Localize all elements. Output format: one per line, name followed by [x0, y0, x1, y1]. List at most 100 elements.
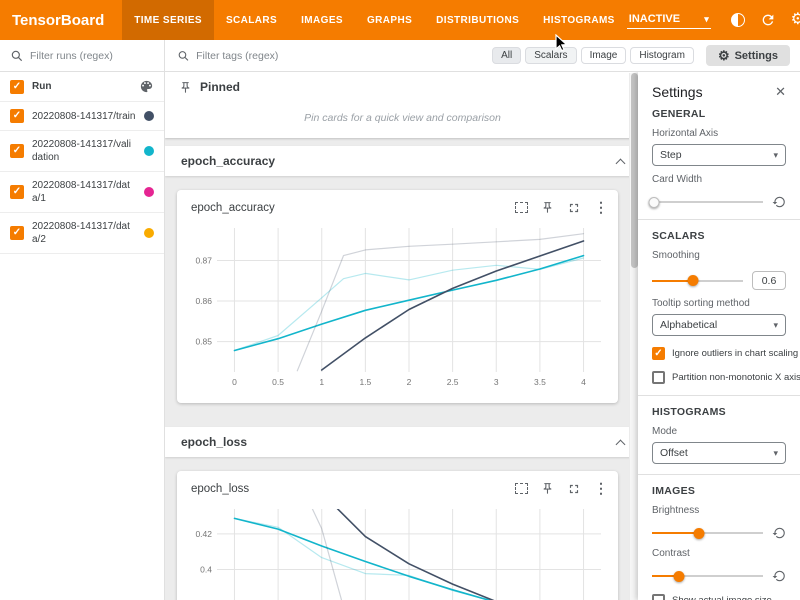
- section-title: epoch_accuracy: [181, 154, 276, 168]
- data-selection-icon[interactable]: [515, 483, 528, 494]
- tags-toolbar: All Scalars Image Histogram ⚙ Settings: [165, 40, 800, 72]
- run-color-dot: [144, 228, 154, 238]
- show-actual-size-checkbox[interactable]: ✓: [652, 594, 665, 600]
- epoch-accuracy-chart[interactable]: 0 0.5 1 1.5 2 2.5 3 3.5 4 0.85 0.86 0.87: [185, 220, 611, 390]
- settings-panel-header: Settings ✕: [652, 84, 786, 100]
- scalars-heading: SCALARS: [652, 230, 705, 242]
- run-color-dot: [144, 146, 154, 156]
- section-epoch-accuracy: epoch_accuracy epoch_accuracy ⋮: [165, 146, 640, 419]
- slider-knob[interactable]: [687, 275, 699, 286]
- contrast-slider[interactable]: [652, 570, 763, 582]
- chip-all[interactable]: All: [492, 47, 522, 64]
- tab-graphs[interactable]: GRAPHS: [366, 14, 413, 26]
- run-name: 20220808-141317/data/2: [32, 221, 130, 245]
- pin-card-icon[interactable]: [541, 201, 554, 214]
- run-checkbox[interactable]: ✓: [10, 109, 24, 123]
- pinned-title: Pinned: [200, 80, 241, 94]
- app-header: TensorBoard TIME SERIES SCALARS IMAGES G…: [0, 0, 800, 40]
- chip-scalars[interactable]: Scalars: [525, 47, 577, 64]
- chip-image[interactable]: Image: [580, 47, 627, 64]
- chip-histogram[interactable]: Histogram: [630, 47, 694, 64]
- close-icon[interactable]: ✕: [775, 84, 786, 99]
- histograms-heading: HISTOGRAMS: [652, 406, 726, 418]
- collapse-chevron-icon[interactable]: [615, 439, 626, 449]
- global-settings-button[interactable]: ⚙: [787, 9, 800, 31]
- refresh-button[interactable]: [757, 9, 779, 31]
- card-width-slider[interactable]: [648, 196, 763, 208]
- histogram-mode-select[interactable]: Offset ▾: [652, 442, 786, 464]
- history-reset-icon: [772, 196, 785, 208]
- tab-time-series[interactable]: TIME SERIES: [122, 0, 214, 40]
- open-settings-button[interactable]: ⚙ Settings: [705, 45, 790, 66]
- tooltip-sorting-select[interactable]: Alphabetical ▾: [652, 314, 786, 336]
- run-color-palette-button[interactable]: [139, 79, 154, 94]
- pin-card-icon[interactable]: [541, 482, 554, 495]
- scalar-card-epoch-accuracy: epoch_accuracy ⋮ 0 0.5 1 1.5 2 2.5 3 3.5 4 0.85 0.…: [177, 190, 618, 403]
- run-row-data-2[interactable]: ✓ 20220808-141317/data/2: [0, 213, 164, 254]
- reset-brightness-button[interactable]: [772, 526, 786, 540]
- general-heading: GENERAL: [652, 108, 706, 120]
- svg-text:4: 4: [581, 377, 586, 387]
- reload-status-select[interactable]: INACTIVE ▾: [626, 11, 711, 29]
- card-actions: ⋮: [515, 480, 608, 497]
- ignore-outliers-checkbox[interactable]: ✓: [652, 347, 665, 360]
- smoothing-value-input[interactable]: [752, 271, 786, 290]
- partition-x-axis-label: Partition non-monotonic X axis: [672, 372, 800, 383]
- tab-histograms[interactable]: HISTOGRAMS: [543, 14, 615, 26]
- pinned-header[interactable]: Pinned: [165, 72, 640, 102]
- fullscreen-icon[interactable]: [567, 201, 581, 215]
- select-all-runs-checkbox[interactable]: ✓: [10, 79, 24, 94]
- card-title: epoch_accuracy: [191, 201, 275, 214]
- card-title: epoch_loss: [191, 482, 250, 495]
- pin-icon: [179, 81, 192, 94]
- tab-scalars[interactable]: SCALARS: [225, 14, 278, 26]
- runs-filter-input[interactable]: [30, 49, 148, 62]
- contrast-label: Contrast: [652, 548, 690, 559]
- epoch-loss-chart[interactable]: 00.511.522.533.540.360.380.40.42: [185, 501, 611, 600]
- reset-contrast-button[interactable]: [772, 569, 786, 583]
- dark-mode-toggle[interactable]: [727, 9, 749, 31]
- svg-text:0.42: 0.42: [195, 529, 212, 539]
- scrollbar-thumb[interactable]: [631, 73, 638, 268]
- section-header-epoch-accuracy[interactable]: epoch_accuracy: [165, 146, 640, 176]
- pinned-empty-message: Pin cards for a quick view and compariso…: [304, 112, 501, 124]
- slider-knob[interactable]: [693, 527, 705, 539]
- data-selection-icon[interactable]: [515, 202, 528, 213]
- run-row-validation[interactable]: ✓ 20220808-141317/validation: [0, 131, 164, 172]
- tag-type-chips: All Scalars Image Histogram: [492, 47, 694, 64]
- runs-sidebar: ✓ Run ✓ 20220808-141317/train ✓ 20220808…: [0, 40, 165, 600]
- check-icon: ✓: [12, 186, 22, 197]
- vertical-scrollbar[interactable]: [629, 73, 638, 600]
- more-options-icon[interactable]: ⋮: [594, 480, 608, 496]
- reset-card-width-button[interactable]: [772, 195, 786, 209]
- run-row-train[interactable]: ✓ 20220808-141317/train: [0, 102, 164, 131]
- run-name: 20220808-141317/data/1: [32, 180, 130, 204]
- slider-knob[interactable]: [648, 196, 660, 208]
- horizontal-axis-select[interactable]: Step ▾: [652, 144, 786, 166]
- chevron-down-icon: ▾: [773, 319, 778, 330]
- svg-text:1.5: 1.5: [359, 377, 371, 387]
- runs-column-header: Run: [32, 81, 52, 92]
- run-row-data-1[interactable]: ✓ 20220808-141317/data/1: [0, 172, 164, 213]
- tab-distributions[interactable]: DISTRIBUTIONS: [436, 14, 520, 26]
- run-checkbox[interactable]: ✓: [10, 185, 24, 199]
- gear-icon: ⚙: [717, 48, 730, 63]
- run-checkbox[interactable]: ✓: [10, 144, 24, 158]
- collapse-chevron-icon[interactable]: [615, 158, 626, 168]
- fullscreen-icon[interactable]: [567, 482, 581, 496]
- section-header-epoch-loss[interactable]: epoch_loss: [165, 427, 640, 457]
- partition-x-axis-checkbox[interactable]: ✓: [652, 371, 665, 384]
- tags-filter-input[interactable]: [196, 49, 487, 62]
- contrast-row: [652, 569, 786, 583]
- card-actions: ⋮: [515, 199, 608, 216]
- slider-knob[interactable]: [673, 570, 685, 582]
- images-heading: IMAGES: [652, 485, 696, 497]
- refresh-icon: [762, 14, 774, 26]
- more-options-icon[interactable]: ⋮: [594, 199, 608, 215]
- smoothing-slider[interactable]: [652, 275, 743, 286]
- chart-container: 0 0.5 1 1.5 2 2.5 3 3.5 4 0.85 0.86 0.87: [177, 218, 618, 403]
- tab-images[interactable]: IMAGES: [301, 14, 343, 26]
- run-checkbox[interactable]: ✓: [10, 226, 24, 240]
- chevron-down-icon: ▾: [773, 149, 778, 160]
- brightness-slider[interactable]: [652, 527, 763, 539]
